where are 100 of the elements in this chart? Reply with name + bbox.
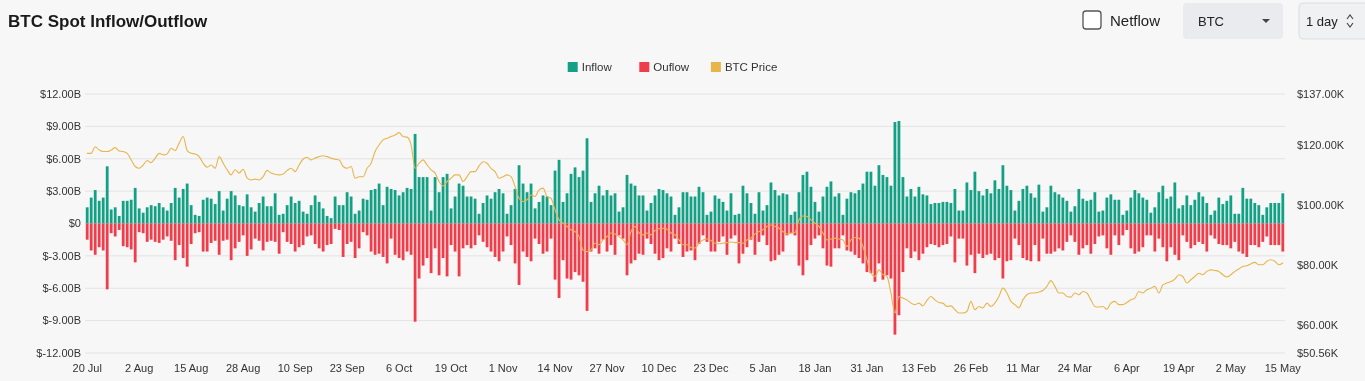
bar xyxy=(125,200,129,224)
bar xyxy=(217,223,221,255)
bar xyxy=(1161,185,1165,224)
bar xyxy=(1141,223,1145,248)
x-tick-label: 10 Dec xyxy=(641,362,677,374)
bar xyxy=(1037,223,1041,262)
y-tick-label: $12.00B xyxy=(40,87,81,100)
bar xyxy=(145,207,149,224)
bar xyxy=(161,223,165,240)
bar xyxy=(1061,197,1065,224)
bar xyxy=(145,223,149,242)
bar xyxy=(993,223,997,261)
x-tick-label: 14 Nov xyxy=(537,362,573,374)
bar xyxy=(105,223,109,290)
bar xyxy=(201,199,205,224)
bar xyxy=(1133,223,1137,254)
bar xyxy=(993,180,997,224)
bar xyxy=(1165,223,1169,262)
bar xyxy=(1001,165,1005,224)
bar xyxy=(377,183,381,224)
bar xyxy=(1193,223,1197,246)
bar xyxy=(1197,192,1201,224)
bar xyxy=(1049,223,1053,254)
bar xyxy=(1045,223,1049,254)
bar xyxy=(1281,223,1285,252)
x-tick-label: 23 Sep xyxy=(329,362,365,374)
bar xyxy=(205,197,209,224)
bar xyxy=(329,223,333,244)
bar xyxy=(285,223,289,242)
bar xyxy=(1241,223,1245,254)
bar xyxy=(1009,223,1013,261)
bar xyxy=(1221,223,1225,246)
bar xyxy=(149,223,153,240)
y-tick-label: $0 xyxy=(68,217,81,230)
bar xyxy=(93,190,97,224)
x-tick-label: 13 Feb xyxy=(901,362,937,374)
legend-label: Ouflow xyxy=(653,61,690,74)
bar xyxy=(1273,223,1277,246)
bar xyxy=(1241,187,1245,224)
bar xyxy=(157,223,161,243)
bar xyxy=(121,223,125,247)
bar xyxy=(113,223,117,237)
bar xyxy=(1053,223,1057,252)
bar xyxy=(1117,223,1121,246)
x-tick-label: 2 May xyxy=(1215,362,1247,374)
x-tick-label: 6 Oct xyxy=(385,362,413,374)
x-tick-label: 10 Sep xyxy=(277,362,313,374)
bar xyxy=(1253,203,1257,224)
y-tick-label: $3.00B xyxy=(46,184,81,197)
bar xyxy=(1245,223,1249,257)
bar xyxy=(289,196,293,224)
bar xyxy=(1021,223,1025,259)
y2-tick-label: $137.00K xyxy=(1297,87,1345,100)
bar xyxy=(245,223,249,256)
bar xyxy=(1037,184,1041,224)
x-tick-label: 20 Jul xyxy=(72,362,102,374)
bar xyxy=(1109,223,1113,255)
bar xyxy=(349,196,353,224)
x-tick-label: 19 Oct xyxy=(434,362,468,374)
x-tick-label: 26 Feb xyxy=(953,362,989,374)
bar xyxy=(377,223,381,254)
y-tick-label: $-12.00B xyxy=(36,346,81,359)
x-tick-label: 6 Apr xyxy=(1114,362,1141,374)
y-tick-label: $-9.00B xyxy=(42,314,81,327)
bar xyxy=(153,206,157,224)
bar xyxy=(333,196,337,224)
x-tick-label: 18 Jan xyxy=(798,362,832,374)
bar xyxy=(1217,197,1221,224)
bar xyxy=(217,191,221,224)
bar xyxy=(369,223,373,252)
bar xyxy=(345,192,349,224)
bar xyxy=(1077,223,1081,255)
bar xyxy=(1177,223,1181,261)
bar xyxy=(1173,182,1177,224)
bar xyxy=(181,188,185,224)
bar xyxy=(1133,190,1137,224)
bar xyxy=(1185,195,1189,224)
x-tick-label: 5 Jan xyxy=(749,362,777,374)
bar xyxy=(301,223,305,246)
y2-tick-label: $100.00K xyxy=(1297,198,1345,211)
bar xyxy=(1197,223,1201,242)
bar xyxy=(1093,192,1097,224)
bar xyxy=(1001,223,1005,279)
line-series xyxy=(86,132,1284,314)
bar xyxy=(1061,223,1065,251)
bar xyxy=(1225,223,1229,246)
bar xyxy=(121,200,125,224)
bar xyxy=(185,183,189,224)
bar xyxy=(1281,193,1285,224)
bar xyxy=(93,223,97,255)
bar xyxy=(1257,223,1261,248)
bar xyxy=(233,195,237,224)
bar xyxy=(1009,190,1013,224)
bar xyxy=(1029,223,1033,262)
bar xyxy=(1269,203,1273,224)
x-tick-label: 2 Aug xyxy=(125,362,154,374)
bar xyxy=(1237,223,1241,252)
bar xyxy=(1257,205,1261,224)
bar xyxy=(313,195,317,224)
bar xyxy=(261,196,265,224)
